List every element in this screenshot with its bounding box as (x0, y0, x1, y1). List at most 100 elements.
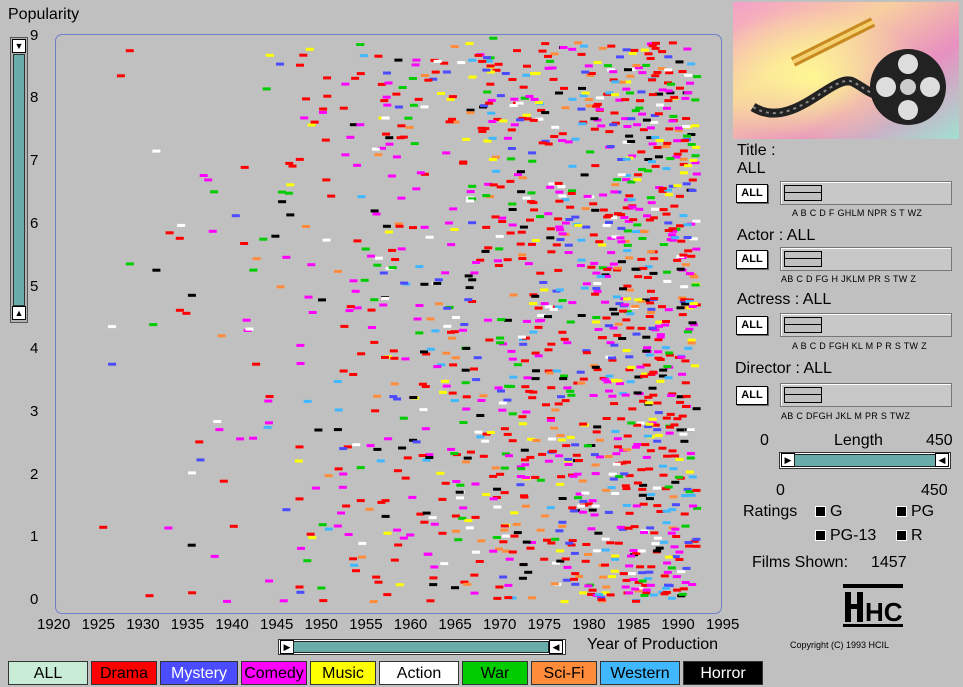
film-mark[interactable] (655, 320, 664, 324)
film-mark[interactable] (597, 124, 606, 128)
film-mark[interactable] (505, 557, 514, 561)
film-mark[interactable] (674, 126, 683, 130)
film-mark[interactable] (550, 135, 559, 138)
film-mark[interactable] (579, 422, 588, 426)
film-mark[interactable] (579, 499, 588, 503)
film-mark[interactable] (496, 341, 505, 345)
film-mark[interactable] (674, 475, 683, 479)
film-mark[interactable] (651, 164, 660, 168)
film-mark[interactable] (682, 263, 690, 267)
film-mark[interactable] (645, 218, 654, 222)
film-mark[interactable] (642, 335, 651, 339)
film-mark[interactable] (558, 497, 567, 500)
film-mark[interactable] (679, 300, 688, 304)
film-mark[interactable] (398, 86, 407, 89)
film-mark[interactable] (659, 473, 668, 477)
film-mark[interactable] (507, 128, 516, 132)
film-mark[interactable] (509, 293, 518, 297)
film-mark[interactable] (390, 558, 399, 562)
film-mark[interactable] (265, 395, 274, 398)
film-mark[interactable] (499, 119, 508, 123)
film-mark[interactable] (561, 106, 570, 110)
film-mark[interactable] (575, 492, 584, 496)
film-mark[interactable] (500, 491, 509, 495)
film-mark[interactable] (577, 314, 586, 317)
film-mark[interactable] (687, 143, 696, 146)
rating-pg-checkbox[interactable]: PG (896, 503, 934, 521)
film-mark[interactable] (604, 64, 612, 68)
film-mark[interactable] (531, 294, 540, 298)
film-mark[interactable] (437, 92, 445, 95)
film-mark[interactable] (380, 99, 389, 103)
film-mark[interactable] (296, 343, 305, 347)
film-mark[interactable] (409, 226, 417, 230)
film-mark[interactable] (681, 96, 690, 100)
film-mark[interactable] (288, 164, 297, 168)
film-mark[interactable] (508, 439, 517, 443)
film-mark[interactable] (393, 469, 402, 473)
film-mark[interactable] (654, 356, 663, 360)
title-slider-thumb[interactable] (784, 185, 822, 201)
film-mark[interactable] (370, 209, 379, 213)
film-mark[interactable] (660, 574, 669, 578)
film-mark[interactable] (672, 155, 681, 159)
film-mark[interactable] (528, 596, 536, 600)
film-mark[interactable] (643, 169, 652, 173)
film-mark[interactable] (483, 56, 491, 60)
film-mark[interactable] (664, 229, 673, 232)
film-mark[interactable] (574, 41, 582, 45)
film-mark[interactable] (588, 588, 597, 592)
film-mark[interactable] (294, 459, 303, 463)
film-mark[interactable] (567, 192, 576, 195)
film-mark[interactable] (524, 262, 533, 266)
film-mark[interactable] (681, 381, 690, 385)
film-mark[interactable] (617, 240, 626, 244)
film-mark[interactable] (495, 247, 504, 251)
film-mark[interactable] (462, 407, 471, 411)
film-mark[interactable] (678, 313, 687, 317)
film-mark[interactable] (582, 543, 591, 546)
film-mark[interactable] (611, 557, 620, 561)
film-mark[interactable] (390, 382, 399, 386)
film-mark[interactable] (613, 437, 622, 441)
film-mark[interactable] (669, 495, 678, 499)
film-mark[interactable] (651, 207, 660, 211)
film-mark[interactable] (626, 380, 635, 384)
film-mark[interactable] (622, 487, 631, 491)
film-mark[interactable] (606, 593, 615, 597)
film-mark[interactable] (299, 53, 308, 57)
film-mark[interactable] (642, 118, 651, 122)
film-mark[interactable] (400, 281, 409, 285)
film-mark[interactable] (589, 202, 598, 206)
film-mark[interactable] (383, 103, 392, 107)
film-mark[interactable] (590, 261, 599, 265)
film-mark[interactable] (592, 430, 601, 434)
film-mark[interactable] (633, 481, 642, 485)
film-mark[interactable] (507, 385, 515, 388)
film-mark[interactable] (301, 225, 310, 228)
film-mark[interactable] (420, 350, 428, 354)
film-mark[interactable] (588, 499, 597, 503)
film-mark[interactable] (630, 48, 639, 52)
film-mark[interactable] (628, 154, 637, 158)
film-mark[interactable] (421, 427, 430, 431)
film-mark[interactable] (99, 525, 108, 529)
film-mark[interactable] (470, 573, 479, 577)
film-mark[interactable] (475, 560, 484, 563)
film-mark[interactable] (394, 105, 403, 109)
film-mark[interactable] (276, 285, 285, 289)
film-mark[interactable] (430, 522, 439, 526)
film-mark[interactable] (448, 391, 457, 395)
film-mark[interactable] (365, 507, 374, 511)
film-mark[interactable] (425, 453, 434, 457)
film-mark[interactable] (498, 216, 507, 220)
film-mark[interactable] (607, 486, 616, 490)
film-mark[interactable] (500, 524, 509, 528)
film-mark[interactable] (465, 286, 474, 290)
film-mark[interactable] (623, 243, 632, 247)
film-mark[interactable] (409, 396, 418, 399)
film-mark[interactable] (581, 91, 590, 95)
film-mark[interactable] (516, 242, 525, 246)
film-mark[interactable] (491, 215, 500, 219)
film-mark[interactable] (593, 102, 602, 106)
